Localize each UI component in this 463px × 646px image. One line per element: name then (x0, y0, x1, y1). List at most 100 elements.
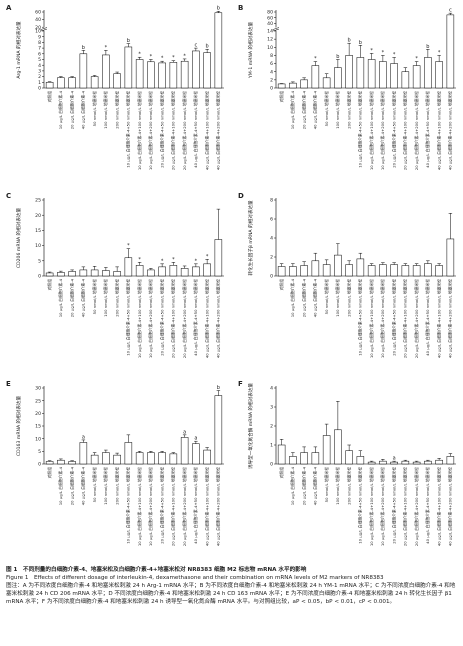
significance-label: * (150, 54, 153, 60)
bar (401, 460, 410, 465)
significance-label: a (183, 429, 186, 435)
x-tick-label: 20 μg/L 白细胞介素-4+100 nmol/L 地塞米松 (171, 279, 176, 358)
x-tick-label: 40 μg/L 白细胞介素-4+50 nmol/L 地塞米松 (193, 279, 198, 356)
y-tick-label: 4 (270, 69, 273, 75)
bar (412, 65, 421, 89)
y-tick-label: 4 (270, 386, 273, 392)
significance-label: * (314, 56, 317, 62)
bar (124, 257, 133, 277)
bar (113, 271, 121, 277)
bar (334, 67, 342, 89)
y-tick-label: 5 (38, 258, 41, 264)
x-tick-label: 10 μg/L 白细胞介素-4+200 nmol/L 地塞米松 (380, 91, 385, 170)
x-tick-label: 40 μg/L 白细胞介素-4+50 nmol/L 地塞米松 (425, 279, 430, 356)
y-axis-title: YM-1 mRNA 的相对表达量 (247, 22, 254, 79)
x-tick-label: 20 μg/L 白细胞介素-4 (69, 90, 74, 129)
x-tick-label: 40 μg/L 白细胞介素-4+50 nmol/L 地塞米松 (193, 91, 198, 168)
bar (412, 265, 421, 277)
significance-label: b (426, 44, 429, 50)
y-tick-label: 20 (35, 25, 41, 31)
axis-break (273, 27, 279, 31)
bar (57, 272, 65, 277)
y-tick-label: 25 (35, 198, 41, 204)
bar (367, 461, 376, 465)
y-tick-label: 20 (35, 411, 41, 417)
y-tick-label: 2 (38, 74, 41, 80)
y-axis-title: 诱导型一氧化氮合酶 mRNA 的相对表达量 (247, 383, 254, 469)
significance-label: b (359, 40, 362, 46)
bar (68, 77, 76, 89)
x-tick-label: 10 μg/L 白细胞介素-4+200 nmol/L 地塞米松 (380, 467, 385, 546)
x-tick-label: 20 μg/L 白细胞介素-4+200 nmol/L 地塞米松 (414, 467, 419, 546)
bar (322, 435, 331, 465)
y-tick-label: 1 (38, 80, 41, 86)
significance-label: * (438, 50, 441, 56)
x-tick-label: 40 μg/L 白细胞介素-4+100 nmol/L 地塞米松 (436, 91, 441, 170)
bar (334, 429, 342, 465)
bar (113, 73, 121, 89)
x-tick-label: 50 nmol/L 地塞米松 (324, 91, 329, 127)
bar (169, 265, 178, 277)
y-axis-title: CD206 mRNA 的相对表达量 (15, 207, 22, 268)
x-tick-label: 40 μg/L 白细胞介素-4 (313, 466, 318, 505)
caption: 图 1 不同剂量的白细胞介素-4、地塞米松及白细胞介素-4+地塞米松对 NR83… (6, 566, 457, 606)
x-tick-label: 100 nmol/L 地塞米松 (335, 91, 340, 129)
significance-label: * (138, 52, 141, 58)
significance-label: * (138, 257, 141, 263)
bar (102, 54, 110, 89)
y-tick-label: 5 (38, 449, 41, 455)
significance-label: c (195, 43, 198, 49)
bar (90, 269, 99, 277)
significance-label: b (82, 45, 85, 51)
x-tick-label: 40 μg/L 白细胞介素-4+200 nmol/L 地塞米松 (448, 279, 453, 358)
x-tick-label: 40 μg/L 白细胞介素-4+100 nmol/L 地塞米松 (204, 467, 209, 546)
axis-break-line (272, 28, 280, 32)
bar (57, 77, 65, 89)
bar (300, 265, 308, 277)
x-tick-label: 40 μg/L 白细胞介素-4+200 nmol/L 地塞米松 (216, 91, 221, 170)
x-tick-label: 10 μg/L 白细胞介素-4+50 nmol/L 地塞米松 (358, 279, 363, 356)
y-tick-label: 2 (270, 77, 273, 83)
x-tick-label: 40 μg/L 白细胞介素-4+50 nmol/L 地塞米松 (425, 91, 430, 168)
y-tick-label: 4 (270, 236, 273, 242)
x-tick-label: 200 nmol/L 地塞米松 (114, 467, 119, 505)
bar (79, 269, 88, 277)
y-tick-label: 0 (270, 86, 273, 92)
bar (277, 83, 286, 89)
y-tick-label: 3 (270, 405, 273, 411)
x-tick-label: 200 nmol/L 地塞米松 (346, 279, 351, 317)
x-tick-label: 10 μg/L 白细胞介素-4+200 nmol/L 地塞米松 (380, 279, 385, 358)
y-tick-label: 12 (267, 37, 273, 43)
axis-break-line (40, 27, 48, 30)
x-tick-label: 20 μg/L 白细胞介素-4+200 nmol/L 地塞米松 (182, 467, 187, 546)
bar (322, 77, 331, 89)
y-tick-label: 25 (35, 398, 41, 404)
bar (169, 62, 178, 89)
bar (203, 52, 211, 89)
y-tick-label: 4 (38, 63, 41, 69)
y-tick-label: 0 (270, 274, 273, 280)
x-tick-label: 100 nmol/L 地塞米松 (103, 279, 108, 317)
significance-label: b (217, 385, 220, 391)
x-tick-label: 40 μg/L 白细胞介素-4+50 nmol/L 地塞米松 (425, 467, 430, 544)
bar (390, 264, 398, 277)
x-tick-label: 10 μg/L 白细胞介素-4+50 nmol/L 地塞米松 (358, 91, 363, 168)
x-tick-label: 20 μg/L 白细胞介素-4 (69, 466, 74, 505)
bar (135, 452, 144, 465)
y-tick-label: 7 (38, 46, 41, 52)
x-tick-label: 40 μg/L 白细胞介素-4+200 nmol/L 地塞米松 (216, 467, 221, 546)
x-tick-label: 20 μg/L 白细胞介素-4+50 nmol/L 地塞米松 (391, 279, 396, 356)
bar (379, 264, 387, 277)
significance-label: * (206, 254, 209, 260)
bar (102, 452, 110, 465)
bar (135, 265, 144, 277)
bar (68, 271, 76, 277)
y-tick-label: 40 (267, 21, 273, 27)
x-tick-label: 100 nmol/L 地塞米松 (103, 467, 108, 505)
y-axis-title: CD163 mRNA 的相对表达量 (15, 395, 22, 456)
significance-label: b (348, 38, 351, 44)
bar (435, 459, 443, 465)
significance-label: b (206, 44, 209, 50)
bar (45, 82, 54, 89)
